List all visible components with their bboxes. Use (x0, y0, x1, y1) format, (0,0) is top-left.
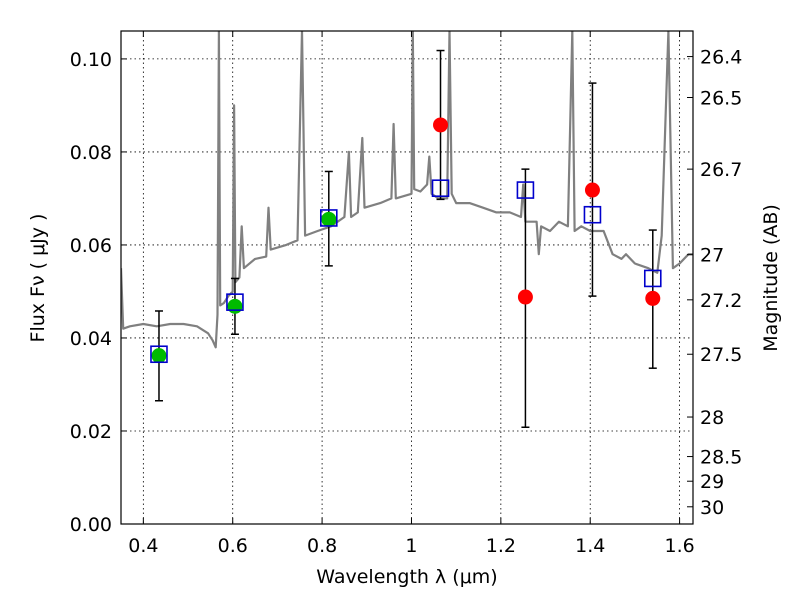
x-tick-label: 1.4 (575, 535, 605, 557)
y-axis-left: 0.00 0.02 0.04 0.06 0.08 0.10 (70, 49, 127, 536)
y-axis-right-label: Magnitude (AB) (760, 204, 782, 352)
green-point (227, 298, 243, 314)
blue-square-point (150, 345, 168, 364)
x-axis: 0.4 0.6 0.8 1 1.2 1.4 1.6 (128, 31, 695, 557)
blue-square-point (226, 293, 244, 311)
x-tick-label: 1.2 (486, 535, 516, 557)
blue-square-point (319, 209, 338, 227)
right-tick-label: 26.7 (700, 159, 742, 181)
y-tick-label: 0.02 (70, 421, 112, 443)
red-point (517, 289, 533, 305)
right-tick-label: 27.2 (700, 290, 742, 312)
right-tick-label: 27 (700, 245, 724, 267)
plot-frame (120, 30, 694, 525)
red-point (584, 182, 600, 198)
x-tick-label: 1.6 (664, 535, 694, 557)
y-tick-label: 0.04 (70, 328, 112, 350)
x-tick-label: 0.6 (218, 535, 248, 557)
right-tick-label: 26.5 (700, 88, 742, 110)
right-tick-label: 27.5 (700, 344, 742, 366)
red-point (645, 290, 661, 306)
spectrum-line (121, 31, 693, 349)
right-tick-label: 26.4 (700, 47, 742, 69)
blue-square-point (643, 269, 662, 288)
y-tick-label: 0.10 (70, 49, 112, 71)
x-axis-label: Wavelength λ (μm) (316, 566, 497, 588)
y-axis-label: Flux Fν ( μJy ) (27, 214, 49, 343)
right-tick-label: 29 (700, 471, 724, 493)
green-point (321, 211, 337, 227)
y-tick-label: 0.06 (70, 235, 112, 257)
y-tick-label: 0.00 (70, 514, 112, 536)
x-tick-label: 1 (405, 535, 417, 557)
blue-square-point (583, 205, 602, 224)
blue-square-point (516, 181, 535, 199)
x-tick-label: 0.8 (307, 535, 337, 557)
red-point (433, 117, 449, 133)
x-tick-label: 0.4 (128, 535, 158, 557)
green-point (151, 348, 167, 364)
right-tick-label: 28 (700, 407, 724, 429)
grid (121, 31, 693, 524)
right-tick-label: 30 (700, 497, 724, 519)
plot-area (121, 31, 693, 429)
blue-square-point (431, 179, 450, 198)
y-tick-label: 0.08 (70, 142, 112, 164)
y-axis-right: 26.4 26.5 26.7 27 27.2 27.5 28 28.529 30 (687, 47, 742, 519)
right-tick-label: 28.5 (700, 447, 742, 469)
